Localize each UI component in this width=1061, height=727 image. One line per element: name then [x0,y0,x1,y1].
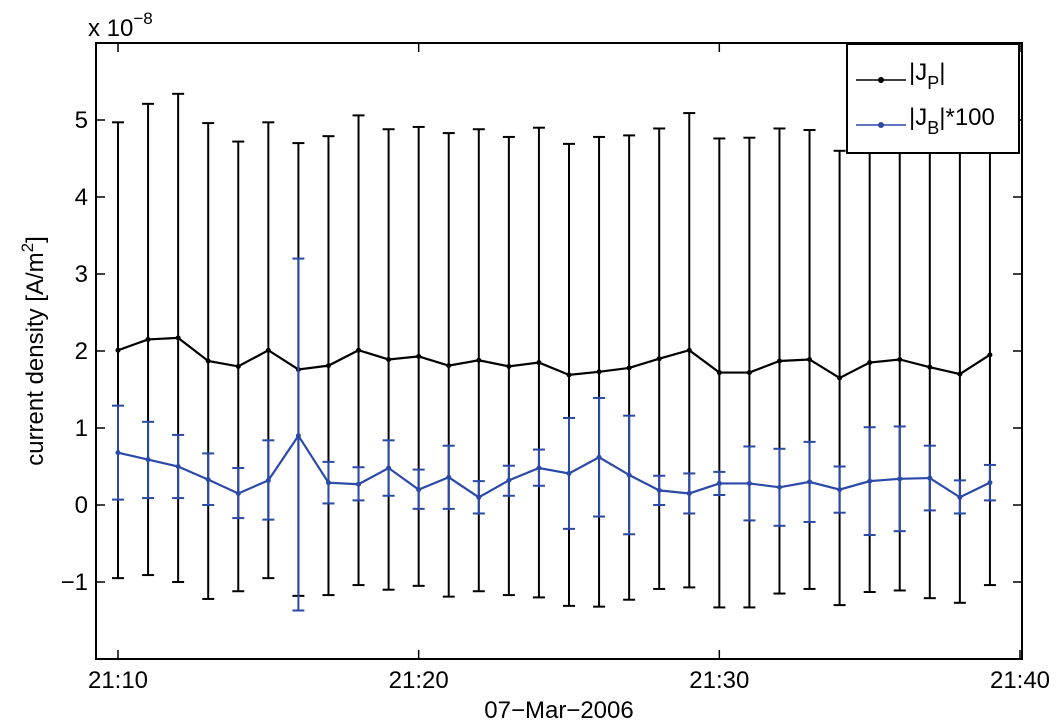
data-point [145,336,151,342]
data-point [356,347,362,353]
data-point [536,465,542,471]
data-point [987,480,993,486]
data-point [235,363,241,369]
data-point [867,478,873,484]
data-point [386,465,392,471]
data-point [115,450,121,456]
data-point [356,481,362,487]
legend-marker-jp [878,77,884,83]
data-point [446,363,452,369]
data-point [386,356,392,362]
data-point [175,335,181,341]
data-point [837,487,843,493]
data-point [716,370,722,376]
legend-marker-jb [878,122,884,128]
data-point [536,360,542,366]
data-point [897,356,903,362]
legend-box [846,43,1020,154]
data-point [205,358,211,364]
y-tick-label: −1 [61,569,88,596]
data-point [987,352,993,358]
data-point [145,457,151,463]
data-point [776,484,782,490]
series-layer [112,92,996,612]
data-point [506,363,512,369]
data-point [476,494,482,500]
data-point [596,369,602,375]
data-point [957,494,963,500]
series-line [117,336,991,380]
y-tick-label: 3 [75,261,88,288]
data-point [807,479,813,485]
data-point [927,364,933,370]
x-tick-label: 21:30 [689,667,749,694]
y-tick-label: 4 [75,184,88,211]
data-point [897,476,903,482]
y-tick-label: 5 [75,107,88,134]
data-point [205,477,211,483]
legend-label-jb: |JB|*100 [909,104,995,138]
data-point [596,454,602,460]
x-tick-label: 21:10 [88,667,148,694]
data-point [566,470,572,476]
legend-label-jp: |JP| [909,59,945,93]
data-point [506,477,512,483]
series-group [112,257,996,612]
legend: |JP| |JB|*100 [846,43,1020,154]
data-point [837,375,843,381]
data-point [927,475,933,481]
data-point [446,474,452,480]
data-point [265,477,271,483]
y-tick-label: 2 [75,338,88,365]
series-line [117,433,991,499]
data-point [656,487,662,493]
data-point [957,371,963,377]
data-point [686,347,692,353]
data-point [416,353,422,359]
y-axis-title: current density [A/m2] [18,236,49,466]
data-point [867,360,873,366]
data-point [626,365,632,371]
x-tick-label: 21:40 [990,667,1050,694]
data-point [325,363,331,369]
data-point [776,358,782,364]
y-tick-label: 1 [75,415,88,442]
y-tick-label: 0 [75,492,88,519]
y-exponent-label: x 10−8 [88,9,153,42]
data-point [746,370,752,376]
data-point [716,480,722,486]
data-point [476,357,482,363]
data-point [295,433,301,439]
series-group [112,92,996,609]
data-point [566,372,572,378]
data-point [235,490,241,496]
ticks-layer: −1 0 1 2 3 4 5 21:10 21:20 21:30 21:40 [61,43,1050,694]
data-point [807,356,813,362]
x-tick-label: 21:20 [389,667,449,694]
data-point [265,347,271,353]
data-point [626,472,632,478]
data-point [175,464,181,469]
data-point [686,490,692,496]
x-axis-title: 07−Mar−2006 [484,697,633,724]
data-point [325,480,331,486]
data-point [656,356,662,362]
data-point [416,487,422,493]
data-point [746,480,752,486]
data-point [115,347,121,353]
